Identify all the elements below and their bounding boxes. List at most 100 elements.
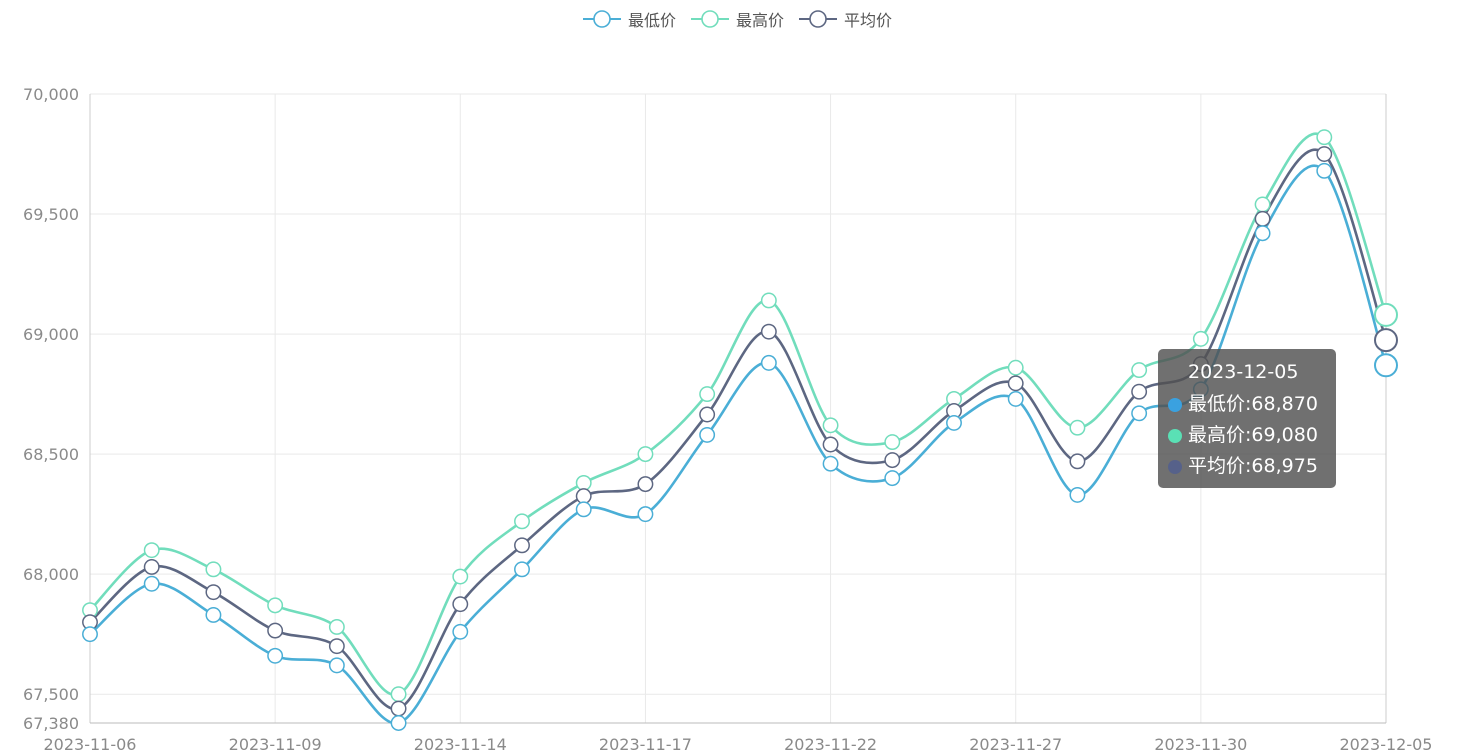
data-point[interactable] <box>1316 146 1333 162</box>
data-point[interactable] <box>514 561 530 578</box>
data-point[interactable] <box>1374 328 1398 353</box>
data-point[interactable] <box>143 542 160 559</box>
data-point[interactable] <box>946 414 962 431</box>
data-point[interactable] <box>514 513 530 530</box>
data-point[interactable] <box>575 474 592 491</box>
data-point[interactable] <box>1069 453 1086 470</box>
tooltip-avg-name: 平均价 <box>1188 455 1246 477</box>
data-point[interactable] <box>575 501 592 518</box>
legend-avg-line-icon <box>799 10 837 28</box>
data-point[interactable] <box>1007 390 1024 407</box>
data-point[interactable] <box>82 626 98 643</box>
data-point[interactable] <box>1131 383 1148 400</box>
tooltip-avg-dot-icon <box>1168 459 1182 474</box>
axes: 67,380 67,500 68,000 68,500 69,000 69,500 70,0… <box>23 85 1432 754</box>
data-point[interactable] <box>1131 405 1148 422</box>
data-point[interactable] <box>822 417 839 434</box>
legend-avg-label: 平均价 <box>844 11 893 30</box>
data-point[interactable] <box>1131 362 1148 379</box>
tooltip-low-name: 最低价 <box>1188 393 1246 415</box>
legend-low-line-icon <box>582 10 621 28</box>
y-tick-label: 67,380 <box>23 714 79 733</box>
data-point[interactable] <box>760 323 777 340</box>
y-tick-label: 69,500 <box>23 205 79 224</box>
data-point[interactable] <box>452 596 469 613</box>
data-point[interactable] <box>1192 330 1209 347</box>
data-point[interactable] <box>143 575 160 592</box>
x-tick-label: 2023-11-09 <box>229 735 322 754</box>
data-point[interactable] <box>267 597 284 614</box>
data-point[interactable] <box>637 476 654 493</box>
data-point[interactable] <box>1069 419 1086 436</box>
tooltip-date: 2023-12-05 <box>1188 361 1299 383</box>
tooltip-row-avg: 平均价: 68,975 <box>1168 451 1336 482</box>
x-tick-label: 2023-11-17 <box>599 735 692 754</box>
legend-item-avg[interactable]: 平均价 <box>798 6 892 32</box>
data-point[interactable] <box>1007 375 1024 392</box>
data-point[interactable] <box>1316 129 1333 146</box>
data-point[interactable] <box>390 700 407 717</box>
data-point[interactable] <box>884 434 901 451</box>
data-point[interactable] <box>822 455 839 472</box>
data-point[interactable] <box>205 561 222 578</box>
data-point[interactable] <box>1069 486 1086 503</box>
data-point[interactable] <box>328 619 345 635</box>
data-point[interactable] <box>267 647 284 664</box>
tooltip-high-dot-icon <box>1168 428 1182 443</box>
data-point[interactable] <box>760 354 777 371</box>
legend: 最低价 最高价 平均价 <box>0 6 1474 32</box>
data-point[interactable] <box>452 623 469 640</box>
data-point[interactable] <box>699 386 716 403</box>
data-point[interactable] <box>1374 353 1398 378</box>
data-point[interactable] <box>1254 196 1271 213</box>
data-point[interactable] <box>575 488 592 505</box>
data-point[interactable] <box>267 622 284 639</box>
legend-item-low[interactable]: 最低价 <box>582 6 676 32</box>
data-point[interactable] <box>637 446 654 463</box>
points-group <box>82 129 1398 731</box>
tooltip-low-value: 68,870 <box>1251 393 1318 415</box>
data-point[interactable] <box>390 686 407 703</box>
data-point[interactable] <box>637 506 654 523</box>
data-point[interactable] <box>1316 162 1333 179</box>
legend-low-label: 最低价 <box>627 11 676 30</box>
legend-high-line-icon <box>690 10 729 28</box>
x-tick-label: 2023-11-06 <box>44 735 137 754</box>
y-tick-label: 68,000 <box>23 565 79 584</box>
x-tick-label: 2023-11-27 <box>969 735 1062 754</box>
x-tick-label: 2023-11-30 <box>1154 735 1247 754</box>
data-point[interactable] <box>699 426 716 443</box>
tooltip-row-high: 最高价: 69,080 <box>1168 420 1336 451</box>
data-point[interactable] <box>390 715 407 731</box>
legend-high-label: 最高价 <box>735 11 784 30</box>
legend-item-high[interactable]: 最高价 <box>690 6 784 32</box>
tooltip-row-low: 最低价: 68,870 <box>1168 389 1336 420</box>
tooltip-avg-value: 68,975 <box>1251 455 1318 477</box>
tooltip-high-name: 最高价 <box>1188 424 1246 446</box>
data-point[interactable] <box>205 584 222 601</box>
data-point[interactable] <box>328 657 345 674</box>
data-point[interactable] <box>699 406 716 423</box>
y-tick-label: 67,500 <box>23 685 79 704</box>
y-tick-label: 70,000 <box>23 85 79 104</box>
data-point[interactable] <box>452 568 469 585</box>
data-point[interactable] <box>328 638 345 655</box>
data-point[interactable] <box>760 292 777 309</box>
data-point[interactable] <box>205 607 222 623</box>
data-point[interactable] <box>884 470 901 487</box>
x-tick-label: 2023-11-14 <box>414 735 507 754</box>
data-point[interactable] <box>1374 302 1398 327</box>
y-tick-label: 68,500 <box>23 445 79 464</box>
data-point[interactable] <box>1007 359 1024 376</box>
data-point[interactable] <box>822 436 839 453</box>
y-tick-label: 69,000 <box>23 325 79 344</box>
x-tick-label: 2023-12-05 <box>1340 735 1433 754</box>
tooltip-high-value: 69,080 <box>1251 424 1318 446</box>
tooltip-low-dot-icon <box>1168 397 1182 412</box>
data-point[interactable] <box>1254 210 1271 227</box>
data-point[interactable] <box>884 452 901 469</box>
data-point[interactable] <box>514 537 530 554</box>
data-point[interactable] <box>143 559 160 575</box>
data-point[interactable] <box>1254 225 1271 242</box>
